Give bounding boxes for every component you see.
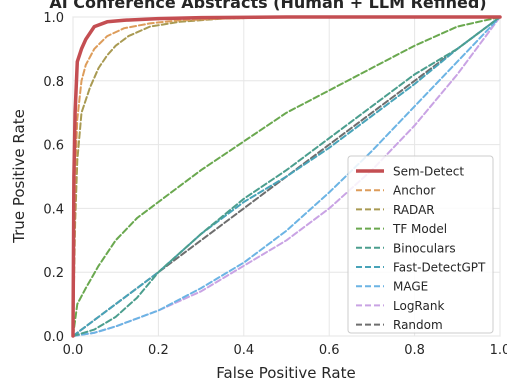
series-line-sem-detect [71,15,502,338]
y-tick-label: 1.0 [43,11,64,26]
legend-label-anchor: Anchor [393,184,435,198]
x-tick-label: 0.6 [319,343,340,358]
series-layer [71,15,502,338]
legend-label-binoculars: Binoculars [393,241,456,255]
chart-title: AI Conference Abstracts (Human + LLM Ref… [49,0,486,12]
x-axis-label: False Positive Rate [216,364,355,382]
legend: Sem-Detect Anchor RADAR TF Model Binoculars F… [347,155,494,334]
x-tick-label: 1.0 [490,343,507,358]
y-tick-label: 0.8 [43,75,64,90]
legend-label-tf-model: TF Model [392,222,447,236]
x-tick-label: 0.8 [404,343,425,358]
tick-labels: 0.0 0.2 0.4 0.6 0.8 1.0 0.0 0.2 0.4 0.6 0.8 1.0 [43,11,507,358]
series-line-fast-detectgpt [72,16,501,337]
y-tick-label: 0.6 [43,139,64,154]
y-tick-label: 0.4 [43,202,64,217]
series-line-tf-model [72,16,501,337]
x-tick-label: 0.0 [63,343,84,358]
y-axis-label: True Positive Rate [10,109,28,244]
legend-label-mage: MAGE [393,280,428,294]
legend-label-random: Random [393,318,443,332]
x-tick-label: 0.4 [233,343,254,358]
y-tick-label: 0.0 [43,330,64,345]
legend-label-radar: RADAR [393,203,435,217]
legend-label-logrank: LogRank [393,299,444,313]
legend-label-fast-detectgpt: Fast-DetectGPT [393,261,486,275]
series-line-binoculars [72,16,501,337]
series-line-mage [72,16,501,337]
x-tick-label: 0.2 [148,343,169,358]
legend-label-sem-detect: Sem-Detect [393,165,464,179]
y-tick-label: 0.2 [43,266,64,281]
legend-box [347,155,494,334]
